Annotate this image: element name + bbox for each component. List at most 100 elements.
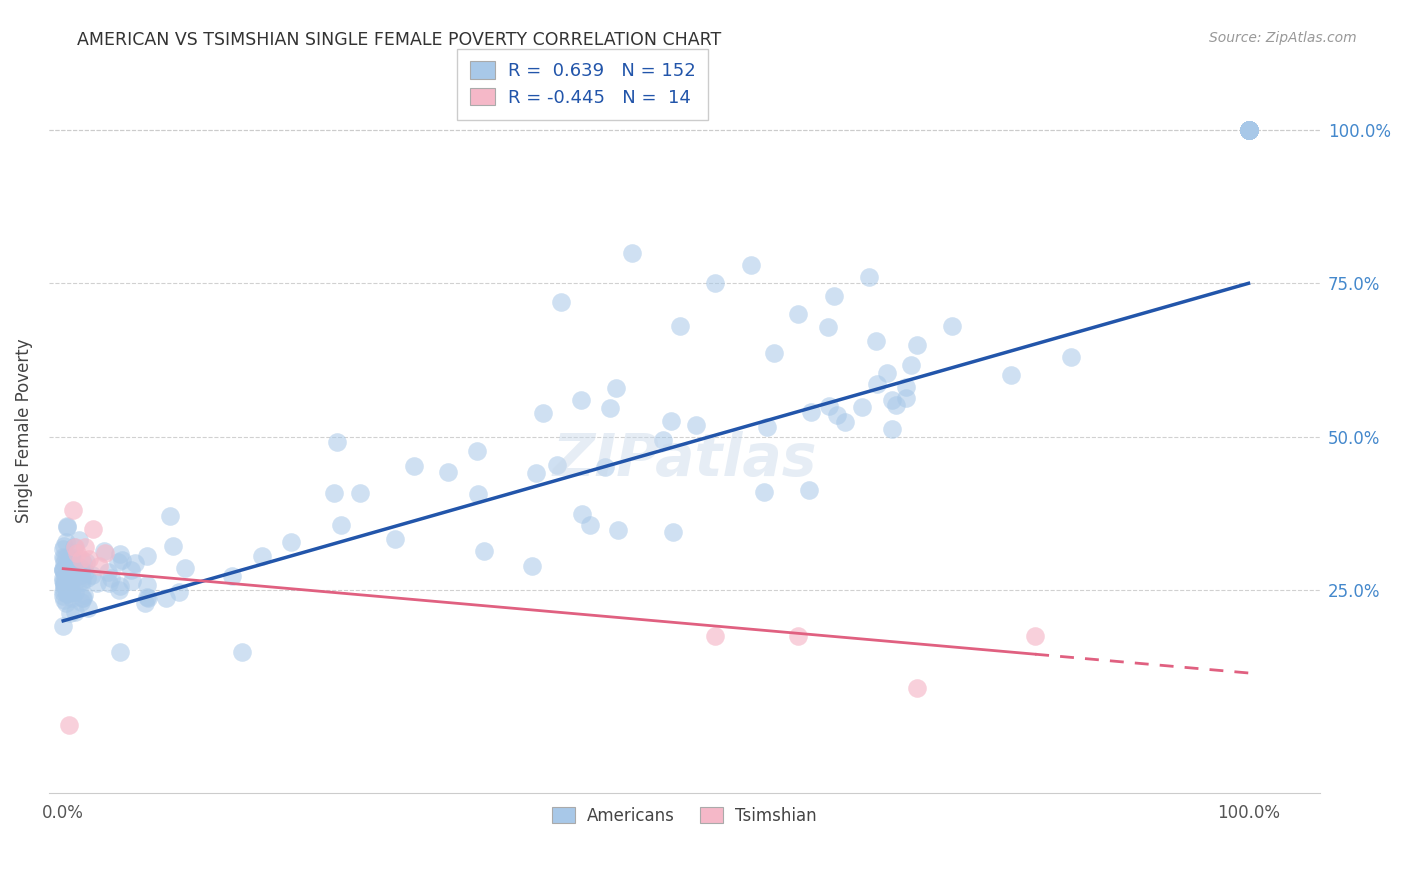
Point	[72, 591, 94, 606]
Point	[70, 591, 93, 605]
Point	[402, 458, 425, 473]
Point	[62, 554, 84, 568]
Point	[55, 571, 77, 585]
Point	[465, 444, 488, 458]
Point	[865, 334, 887, 348]
Point	[134, 596, 156, 610]
Point	[823, 288, 845, 302]
Point	[52, 574, 75, 588]
Point	[787, 307, 810, 321]
Y-axis label: Single Female Poverty: Single Female Poverty	[15, 338, 32, 523]
Point	[52, 582, 75, 597]
Point	[107, 556, 129, 570]
Point	[1237, 123, 1260, 137]
Point	[93, 546, 115, 560]
Point	[108, 583, 131, 598]
Point	[851, 400, 873, 414]
Point	[56, 556, 79, 570]
Text: Source: ZipAtlas.com: Source: ZipAtlas.com	[1209, 31, 1357, 45]
Point	[1237, 123, 1260, 137]
Point	[876, 366, 898, 380]
Point	[121, 574, 143, 589]
Point	[817, 319, 839, 334]
Point	[280, 535, 302, 549]
Point	[546, 458, 568, 472]
Point	[661, 414, 683, 428]
Legend: Americans, Tsimshian: Americans, Tsimshian	[543, 797, 827, 835]
Point	[894, 391, 917, 405]
Point	[66, 546, 89, 560]
Point	[1024, 629, 1046, 643]
Point	[162, 540, 184, 554]
Point	[73, 565, 96, 579]
Point	[522, 558, 544, 573]
Point	[905, 337, 928, 351]
Point	[63, 585, 86, 599]
Point	[1060, 350, 1083, 364]
Point	[651, 434, 673, 448]
Point	[93, 544, 115, 558]
Point	[124, 556, 146, 570]
Point	[329, 518, 352, 533]
Point	[323, 486, 346, 500]
Point	[52, 539, 75, 553]
Point	[1237, 123, 1260, 137]
Point	[56, 574, 79, 589]
Point	[52, 574, 75, 589]
Point	[941, 319, 963, 334]
Point	[326, 435, 349, 450]
Point	[70, 568, 93, 582]
Point	[349, 485, 371, 500]
Point	[62, 565, 84, 579]
Point	[858, 270, 880, 285]
Point	[52, 589, 75, 603]
Point	[52, 584, 75, 599]
Point	[55, 569, 77, 583]
Point	[818, 399, 841, 413]
Point	[62, 540, 84, 554]
Point	[121, 563, 143, 577]
Point	[59, 576, 82, 591]
Point	[384, 533, 406, 547]
Point	[59, 550, 82, 565]
Point	[834, 415, 856, 429]
Point	[73, 588, 96, 602]
Point	[55, 518, 77, 533]
Point	[905, 681, 928, 696]
Point	[97, 575, 120, 590]
Point	[52, 619, 75, 633]
Point	[53, 593, 76, 607]
Point	[56, 587, 79, 601]
Point	[787, 629, 810, 643]
Point	[1237, 123, 1260, 137]
Point	[53, 578, 76, 592]
Point	[58, 718, 80, 732]
Point	[52, 557, 75, 571]
Point	[52, 563, 75, 577]
Point	[82, 522, 104, 536]
Point	[73, 540, 96, 554]
Point	[55, 551, 77, 566]
Point	[62, 558, 84, 572]
Point	[755, 420, 778, 434]
Point	[63, 606, 86, 620]
Point	[524, 467, 547, 481]
Point	[56, 586, 79, 600]
Point	[60, 550, 83, 565]
Point	[52, 578, 75, 592]
Point	[896, 380, 918, 394]
Point	[136, 578, 159, 592]
Point	[76, 600, 98, 615]
Point	[599, 401, 621, 416]
Point	[86, 576, 108, 591]
Point	[97, 565, 120, 579]
Point	[740, 258, 762, 272]
Point	[436, 465, 458, 479]
Point	[72, 574, 94, 589]
Point	[60, 591, 83, 606]
Point	[65, 564, 87, 578]
Point	[685, 417, 707, 432]
Point	[606, 523, 628, 537]
Point	[58, 607, 80, 621]
Point	[52, 549, 75, 564]
